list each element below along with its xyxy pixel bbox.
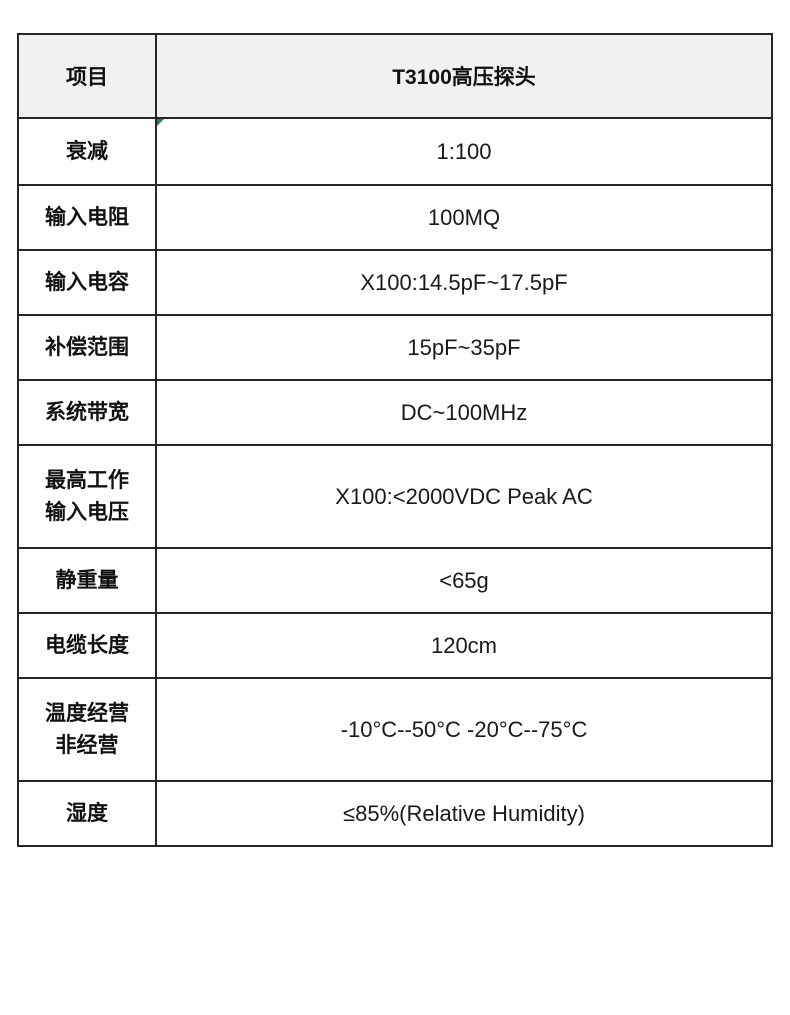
- table-row-input-resistance: 输入电阻 100MQ: [17, 184, 773, 251]
- row-label: 衰减: [17, 117, 157, 186]
- row-label: 湿度: [17, 780, 157, 847]
- row-label: 输入电容: [17, 249, 157, 316]
- row-value: X100:14.5pF~17.5pF: [155, 249, 773, 316]
- spec-table: 项目 T3100高压探头 衰减 1:100 输入电阻 100MQ 输入电容 X1…: [17, 33, 773, 847]
- table-header-row: 项目 T3100高压探头: [17, 33, 773, 119]
- table-row-compensation-range: 补偿范围 15pF~35pF: [17, 314, 773, 381]
- row-label: 电缆长度: [17, 612, 157, 679]
- table-row-max-working-voltage: 最高工作 输入电压 X100:<2000VDC Peak AC: [17, 444, 773, 549]
- table-row-humidity: 湿度 ≤85%(Relative Humidity): [17, 780, 773, 847]
- row-value: <65g: [155, 547, 773, 614]
- cell-comment-marker-icon: [158, 120, 164, 126]
- spec-table-container: 项目 T3100高压探头 衰减 1:100 输入电阻 100MQ 输入电容 X1…: [17, 33, 773, 847]
- row-value-text: 1:100: [436, 138, 492, 164]
- table-row-temperature: 温度经营 非经营 -10°C--50°C -20°C--75°C: [17, 677, 773, 782]
- row-label: 温度经营 非经营: [17, 677, 157, 782]
- row-value: 15pF~35pF: [155, 314, 773, 381]
- header-item-column: 项目: [17, 33, 157, 119]
- table-row-system-bandwidth: 系统带宽 DC~100MHz: [17, 379, 773, 446]
- header-product-column: T3100高压探头: [155, 33, 773, 119]
- table-row-input-capacitance: 输入电容 X100:14.5pF~17.5pF: [17, 249, 773, 316]
- row-value: 120cm: [155, 612, 773, 679]
- row-value: 100MQ: [155, 184, 773, 251]
- row-value: X100:<2000VDC Peak AC: [155, 444, 773, 549]
- row-value: DC~100MHz: [155, 379, 773, 446]
- table-row-cable-length: 电缆长度 120cm: [17, 612, 773, 679]
- row-label: 补偿范围: [17, 314, 157, 381]
- table-row-attenuation: 衰减 1:100: [17, 117, 773, 186]
- row-label: 静重量: [17, 547, 157, 614]
- row-value: ≤85%(Relative Humidity): [155, 780, 773, 847]
- row-label: 系统带宽: [17, 379, 157, 446]
- row-value: -10°C--50°C -20°C--75°C: [155, 677, 773, 782]
- row-label: 最高工作 输入电压: [17, 444, 157, 549]
- row-label: 输入电阻: [17, 184, 157, 251]
- row-value: 1:100: [155, 117, 773, 186]
- table-row-net-weight: 静重量 <65g: [17, 547, 773, 614]
